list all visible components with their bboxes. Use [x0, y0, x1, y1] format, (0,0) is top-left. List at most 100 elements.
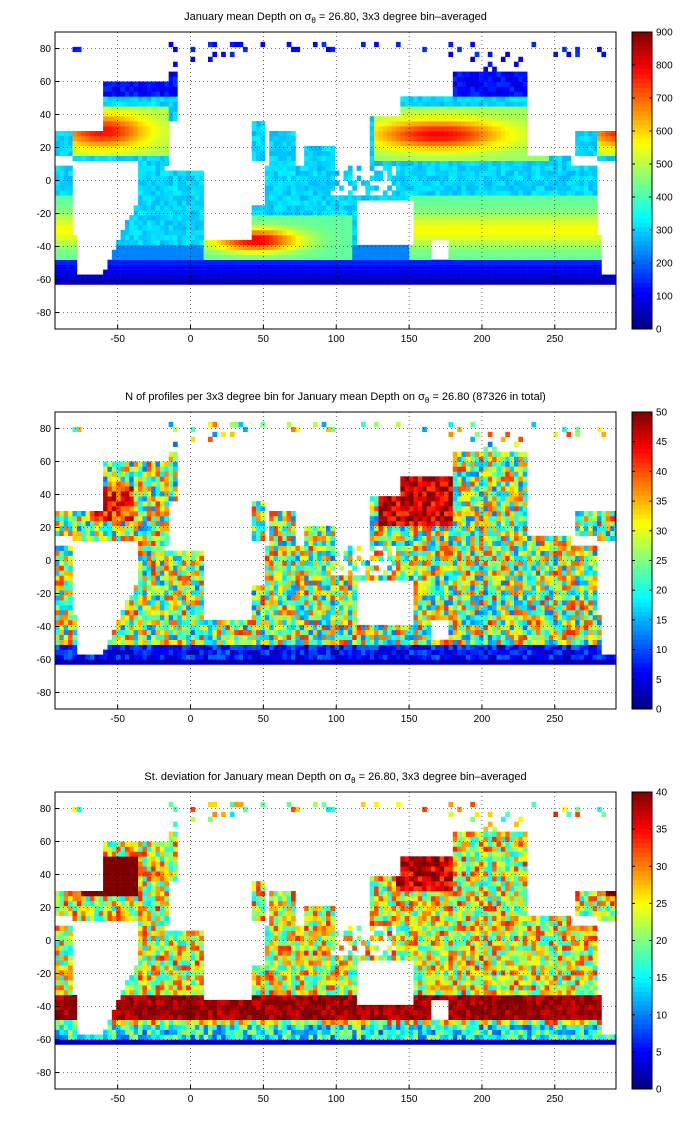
heatmap-cell [260, 595, 266, 601]
heatmap-cell [173, 225, 178, 231]
heatmap-cell [286, 515, 292, 522]
heatmap-cell [177, 210, 183, 216]
heatmap-cell [579, 175, 585, 181]
heatmap-cell [159, 160, 165, 166]
heatmap-cell [68, 654, 73, 660]
heatmap-cell [260, 259, 266, 265]
heatmap-cell [474, 210, 480, 216]
heatmap-cell [155, 515, 161, 522]
heatmap-cell [256, 225, 261, 231]
heatmap-cell [605, 279, 611, 285]
heatmap-cell [395, 155, 401, 161]
heatmap-cell [378, 254, 384, 260]
heatmap-cell [151, 540, 156, 546]
heatmap-cell [129, 506, 134, 512]
heatmap-cell [89, 520, 95, 527]
heatmap-cell [304, 254, 309, 260]
heatmap-cell [81, 274, 86, 280]
heatmap-cell [570, 249, 576, 256]
heatmap-cell [142, 190, 148, 196]
heatmap-cell [208, 249, 213, 256]
heatmap-cell [326, 215, 331, 221]
heatmap-cell [186, 234, 191, 241]
heatmap-cell [273, 234, 279, 241]
heatmap-cell [413, 155, 419, 161]
heatmap-cell [142, 239, 148, 246]
heatmap-cell [514, 135, 519, 142]
heatmap-cell [273, 220, 279, 226]
heatmap-cell [63, 254, 69, 260]
heatmap-cell [522, 145, 528, 152]
heatmap-cell [391, 254, 397, 260]
heatmap-cell [444, 101, 449, 107]
heatmap-cell [138, 585, 143, 591]
heatmap-cell [282, 225, 287, 231]
heatmap-cell [448, 96, 454, 102]
heatmap-cell [199, 234, 204, 241]
heatmap-cell [435, 269, 440, 275]
heatmap-cell [124, 140, 130, 147]
heatmap-cell [597, 279, 602, 285]
heatmap-cell [190, 180, 196, 186]
heatmap-cell [430, 190, 436, 196]
heatmap-cell [138, 259, 143, 265]
heatmap-cell [461, 96, 467, 102]
heatmap-cell [251, 624, 257, 631]
heatmap-cell [264, 585, 270, 591]
heatmap-cell [347, 215, 353, 221]
heatmap-cell [326, 264, 331, 270]
heatmap-cell [273, 610, 279, 616]
heatmap-cell [133, 471, 139, 477]
heatmap-cell [81, 135, 86, 142]
heatmap-cell [308, 180, 314, 186]
heatmap-cell [277, 530, 283, 537]
heatmap-cell [347, 205, 353, 211]
heatmap-cell [339, 185, 344, 191]
heatmap-cell [159, 501, 165, 507]
heatmap-cell [142, 610, 148, 616]
heatmap-cell [256, 525, 261, 532]
heatmap-cell [400, 126, 406, 132]
heatmap-cell [81, 515, 86, 522]
heatmap-cell [492, 150, 497, 157]
heatmap-cell [142, 170, 148, 176]
heatmap-cell [124, 515, 130, 522]
heatmap-cell [269, 170, 274, 176]
heatmap-cell [273, 575, 279, 581]
heatmap-cell [474, 76, 480, 82]
heatmap-cell [518, 91, 524, 97]
heatmap-cell [273, 520, 279, 527]
heatmap-cell [474, 274, 480, 280]
heatmap-cell [155, 530, 161, 537]
heatmap-cell [531, 230, 537, 236]
heatmap-cell [444, 220, 449, 226]
heatmap-cell [251, 585, 257, 591]
heatmap-cell [474, 155, 480, 161]
colorbar-segment [632, 161, 652, 167]
heatmap-cell [457, 150, 462, 157]
heatmap-cell [155, 590, 161, 596]
heatmap-cell [435, 264, 440, 270]
heatmap-cell [85, 155, 91, 161]
heatmap-cell [509, 249, 515, 256]
heatmap-cell [116, 530, 121, 537]
heatmap-cell [159, 644, 165, 650]
heatmap-cell [343, 170, 349, 176]
heatmap-cell [138, 111, 143, 117]
heatmap-cell [291, 515, 296, 522]
heatmap-cell [194, 239, 200, 246]
heatmap-cell [439, 180, 445, 186]
heatmap-cell [111, 121, 117, 127]
heatmap-cell [151, 121, 156, 127]
heatmap-cell [269, 239, 274, 246]
heatmap-cell [107, 259, 113, 265]
heatmap-cell [251, 225, 257, 231]
heatmap-cell [588, 254, 593, 260]
heatmap-cell [439, 96, 445, 102]
heatmap-cell [548, 264, 554, 270]
heatmap-cell [155, 244, 161, 251]
heatmap-cell [326, 239, 331, 246]
heatmap-cell [120, 239, 126, 246]
heatmap-cell [592, 264, 598, 270]
heatmap-cell [548, 180, 554, 186]
